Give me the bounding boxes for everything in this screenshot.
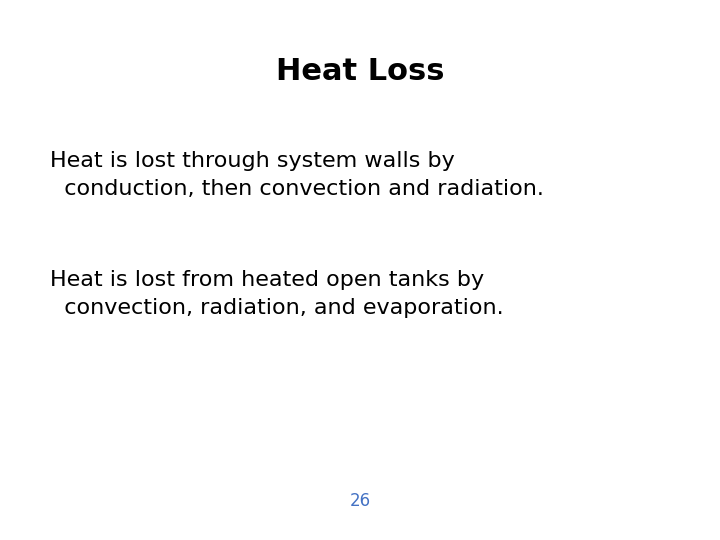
- Text: Heat is lost from heated open tanks by
  convection, radiation, and evaporation.: Heat is lost from heated open tanks by c…: [50, 270, 504, 318]
- Text: Heat is lost through system walls by
  conduction, then convection and radiation: Heat is lost through system walls by con…: [50, 151, 544, 199]
- Text: Heat Loss: Heat Loss: [276, 57, 444, 86]
- Text: 26: 26: [349, 492, 371, 510]
